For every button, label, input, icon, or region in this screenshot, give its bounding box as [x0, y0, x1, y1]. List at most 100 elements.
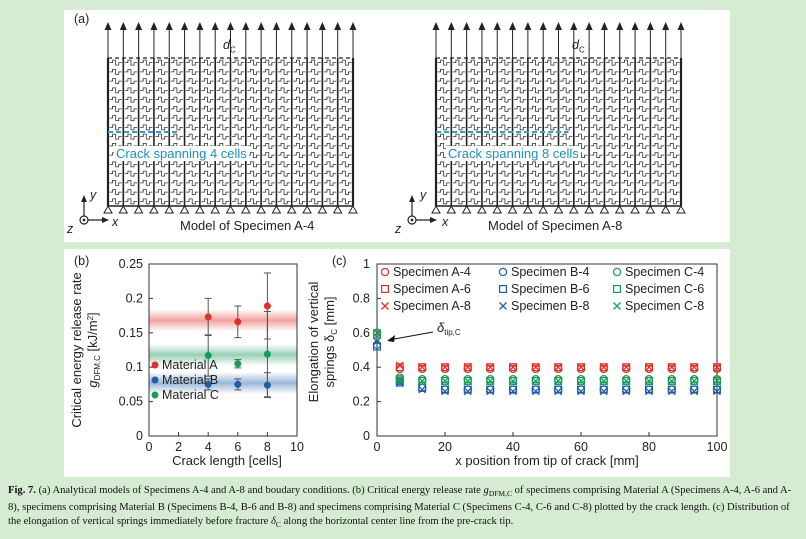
data-point: [576, 385, 585, 394]
axis-x-a8: x: [442, 215, 449, 229]
legend-marker: [380, 267, 390, 277]
panel-a-label: (a): [74, 12, 90, 26]
data-point: [204, 380, 212, 388]
y-tick-label: 1: [363, 257, 370, 271]
caption-text-2: of specimens comprising Material A (Spec…: [8, 485, 792, 527]
spring-lattice: [437, 59, 680, 205]
legend-marker: [499, 284, 508, 293]
data-point: [599, 385, 608, 394]
data-point: [599, 363, 608, 372]
arrow-head: [493, 22, 501, 30]
data-point: [622, 377, 631, 385]
data-point: [509, 363, 517, 372]
legend-marker: [151, 391, 159, 399]
y-tick-label: 0.15: [119, 326, 143, 340]
arrow-head: [227, 22, 234, 30]
x-axis-title: x position from tip of crack [mm]: [455, 453, 639, 468]
y-tick-label: 0.2: [126, 291, 143, 305]
arrow-head: [585, 22, 593, 30]
data-point: [373, 342, 382, 351]
data-point: [395, 375, 404, 384]
data-point: [554, 377, 563, 385]
data-point: [441, 387, 449, 396]
data-point: [486, 363, 495, 372]
support-triangle: [103, 204, 113, 214]
data-point: [667, 363, 676, 372]
data-point: [667, 377, 676, 385]
support-triangle: [584, 204, 594, 214]
arrow-head: [288, 22, 296, 30]
data-point: [599, 376, 608, 385]
arrow-head: [646, 22, 654, 30]
data-point: [690, 385, 699, 394]
support-triangle: [568, 204, 579, 214]
support-triangle: [477, 204, 487, 214]
legend-label: Material C: [162, 388, 219, 402]
legend-label: Specimen C-6: [625, 282, 704, 296]
caption-g-sub: DFM,C: [488, 489, 512, 499]
data-point: [373, 330, 382, 339]
data-point: [441, 363, 449, 372]
data-point: [531, 387, 540, 396]
y-tick-label: 0.05: [119, 395, 143, 409]
legend-label: Specimen B-8: [511, 299, 590, 313]
data-point: [713, 387, 721, 396]
data-point: [599, 377, 608, 385]
arrow-head: [524, 22, 532, 30]
data-point: [234, 360, 242, 368]
data-point: [622, 363, 631, 372]
data-point: [204, 313, 212, 321]
data-point: [509, 363, 518, 372]
data-point: [463, 387, 472, 396]
data-point: [509, 387, 517, 396]
legend-label: Specimen B-4: [511, 265, 590, 279]
data-point: [554, 387, 563, 396]
data-point: [441, 377, 449, 385]
data-point: [667, 363, 676, 372]
data-point: [690, 376, 699, 385]
panel-c-label: (c): [332, 254, 347, 268]
legend-marker: [613, 302, 621, 310]
arrow-head: [104, 22, 112, 30]
band-material-a: [149, 309, 297, 332]
data-point: [418, 377, 427, 385]
x-tick-label: 2: [175, 440, 182, 454]
legend-marker: [381, 284, 390, 293]
arrow-head: [303, 22, 311, 30]
band-material-b: [149, 372, 297, 395]
support-triangle: [317, 204, 328, 214]
y-axis-title-part: [mm]: [322, 296, 337, 329]
support-triangle: [492, 204, 503, 214]
arrow-head: [539, 22, 547, 30]
chart-b-frame: [148, 263, 298, 437]
arrow-head: [211, 22, 219, 30]
y-tick-label: 0: [136, 429, 143, 443]
data-point: [531, 377, 540, 385]
support-triangle: [256, 204, 266, 214]
arrow-head: [181, 22, 189, 30]
arrow-head: [447, 22, 455, 30]
figure-caption: Fig. 7. (a) Analytical models of Specime…: [8, 484, 800, 532]
x-tick-label: 100: [707, 440, 728, 454]
data-point: [577, 377, 585, 385]
data-point: [690, 363, 699, 372]
support-triangle: [302, 204, 312, 214]
y-axis-title-part: C: [330, 329, 339, 335]
crack-label-a4: Crack spanning 4 cells: [114, 146, 249, 161]
data-point: [509, 385, 518, 394]
data-point: [667, 385, 676, 394]
x-axis-title: Crack length [cells]: [172, 453, 282, 468]
x-tick-label: 8: [264, 440, 271, 454]
data-point: [509, 376, 518, 385]
caption-text-3: along the horizontal center line from th…: [280, 515, 514, 527]
support-triangle: [553, 204, 564, 214]
y-axis-title-line2: gDFM,C [kJ/m2]: [85, 312, 102, 387]
arrow-head: [600, 22, 608, 30]
support-triangle: [332, 204, 343, 214]
data-point: [441, 385, 450, 394]
data-point: [690, 377, 699, 385]
support-triangle: [286, 204, 297, 214]
data-point: [644, 363, 653, 372]
legend-label: Specimen A-8: [393, 299, 471, 313]
